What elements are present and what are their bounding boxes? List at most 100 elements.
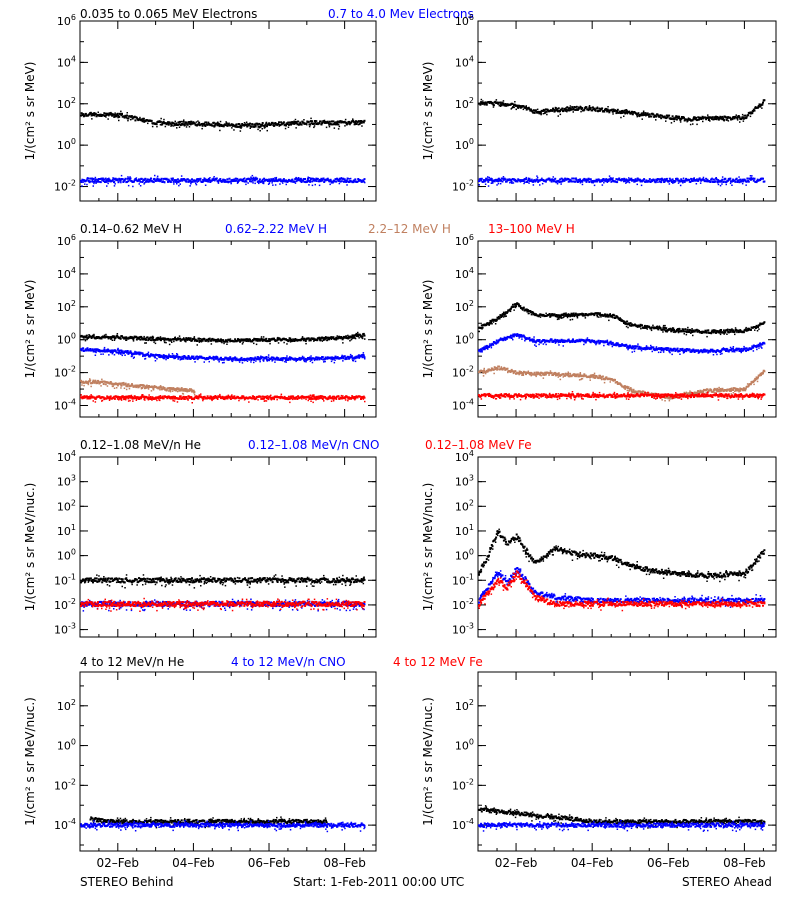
data-point	[313, 340, 315, 342]
data-point	[518, 337, 520, 339]
data-point	[567, 107, 570, 110]
data-point	[744, 328, 747, 331]
data-point	[675, 115, 678, 118]
data-point	[133, 180, 135, 183]
data-point	[352, 360, 355, 362]
data-point	[107, 348, 109, 351]
data-point	[347, 399, 349, 402]
data-point	[641, 114, 644, 117]
data-point	[308, 177, 311, 179]
data-point	[181, 179, 184, 182]
data-point	[357, 335, 360, 337]
data-point	[756, 330, 759, 332]
data-point	[525, 105, 527, 107]
data-point	[114, 177, 117, 180]
data-point	[352, 335, 355, 338]
data-point	[142, 355, 144, 358]
data-point	[103, 350, 105, 352]
data-point	[118, 397, 121, 400]
data-point	[89, 378, 91, 380]
data-point	[185, 337, 188, 340]
data-point	[290, 181, 292, 183]
data-point	[588, 105, 591, 107]
data-point	[502, 313, 505, 315]
data-point	[624, 321, 627, 324]
data-point	[353, 358, 355, 360]
data-point	[229, 338, 232, 340]
data-point	[723, 120, 725, 122]
data-point	[173, 357, 176, 360]
data-point	[306, 179, 309, 182]
data-point	[208, 337, 211, 340]
data-point	[107, 396, 110, 399]
data-point	[710, 117, 713, 120]
data-point	[123, 337, 126, 340]
data-point	[611, 110, 614, 113]
data-point	[296, 120, 298, 123]
data-point	[490, 101, 493, 104]
data-point	[283, 397, 285, 400]
data-point	[221, 180, 224, 183]
data-point	[683, 119, 686, 122]
data-point	[362, 354, 365, 357]
data-point	[261, 128, 263, 130]
data-point	[333, 123, 336, 126]
data-point	[313, 394, 315, 396]
data-point	[295, 127, 297, 129]
data-point	[574, 108, 577, 111]
data-point	[497, 182, 500, 185]
data-point	[312, 401, 314, 404]
data-point	[253, 125, 256, 128]
data-point	[702, 178, 705, 181]
data-point	[105, 180, 108, 183]
data-point	[529, 310, 532, 312]
data-point	[89, 397, 92, 400]
data-point	[643, 326, 646, 329]
data-point	[198, 121, 201, 124]
data-point	[497, 342, 499, 344]
data-point	[480, 324, 483, 327]
data-point	[301, 398, 303, 400]
data-point	[159, 120, 162, 123]
data-point	[323, 181, 326, 183]
data-point	[159, 179, 162, 182]
data-point	[308, 184, 310, 186]
data-point	[352, 119, 355, 122]
data-point	[173, 400, 176, 402]
data-point	[512, 178, 515, 181]
data-point	[159, 123, 162, 126]
data-point	[337, 395, 340, 397]
data-point	[151, 399, 153, 401]
data-point	[607, 180, 610, 183]
data-point	[93, 333, 95, 336]
data-point	[210, 398, 213, 400]
data-point	[172, 354, 175, 357]
data-point	[188, 121, 191, 123]
data-point	[358, 120, 360, 122]
data-point	[740, 117, 743, 120]
data-point	[260, 357, 263, 360]
data-point	[141, 352, 144, 355]
data-point	[197, 120, 199, 122]
data-point	[178, 126, 181, 128]
data-point	[645, 326, 648, 329]
data-point	[285, 357, 288, 360]
data-point	[629, 322, 632, 325]
data-point	[618, 177, 621, 180]
data-point	[179, 356, 182, 359]
data-point	[650, 115, 653, 118]
data-point	[569, 107, 572, 110]
data-point	[502, 339, 505, 342]
data-point	[231, 123, 234, 126]
data-point	[537, 340, 540, 343]
data-point	[619, 317, 621, 319]
data-point	[707, 116, 710, 119]
data-point	[657, 181, 659, 183]
data-point	[623, 179, 626, 181]
data-point	[352, 120, 355, 123]
data-point	[94, 397, 97, 400]
data-point	[113, 335, 116, 338]
data-point	[515, 305, 517, 308]
data-point	[542, 343, 545, 345]
data-point	[115, 387, 118, 389]
